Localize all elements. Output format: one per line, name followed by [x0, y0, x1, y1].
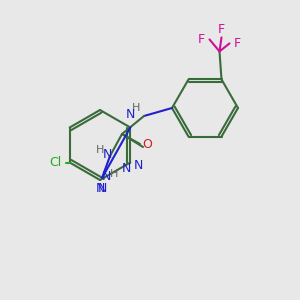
Text: N: N	[97, 182, 107, 194]
Text: H: H	[132, 103, 140, 113]
Text: F: F	[198, 33, 205, 46]
Text: N: N	[101, 170, 111, 184]
Text: H: H	[110, 169, 118, 179]
Text: F: F	[218, 23, 225, 36]
Text: Cl: Cl	[50, 156, 62, 169]
Text: N: N	[102, 148, 112, 161]
Text: N: N	[95, 182, 105, 196]
Text: O: O	[142, 137, 152, 151]
Text: N: N	[122, 162, 131, 175]
Text: N: N	[134, 159, 143, 172]
Text: N: N	[125, 107, 135, 121]
Text: H: H	[96, 145, 104, 155]
Text: F: F	[234, 37, 241, 50]
